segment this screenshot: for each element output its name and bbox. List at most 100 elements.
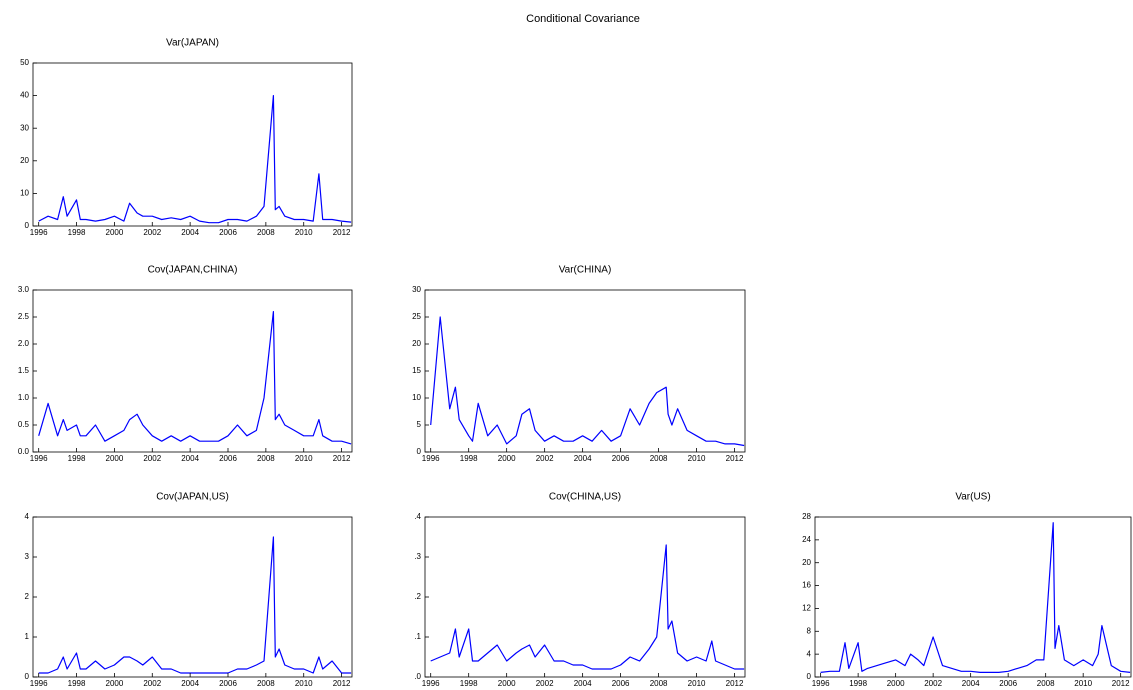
y-tick-label: 20: [802, 558, 811, 567]
x-tick-label: 1996: [422, 679, 440, 688]
x-tick-label: 2000: [498, 679, 516, 688]
x-tick-label: 2006: [219, 454, 237, 463]
panel-title: Var(JAPAN): [166, 38, 219, 49]
x-tick-label: 2000: [887, 679, 905, 688]
x-tick-label: 1998: [849, 679, 867, 688]
x-tick-label: 1998: [68, 679, 86, 688]
x-tick-label: 2010: [295, 454, 313, 463]
y-tick-label: 0.0: [18, 447, 30, 456]
x-tick-label: 1996: [30, 679, 48, 688]
series-line: [38, 311, 352, 445]
panel-title: Cov(JAPAN,CHINA): [148, 265, 238, 276]
y-tick-label: 40: [20, 91, 29, 100]
x-tick-label: 2010: [295, 679, 313, 688]
x-tick-label: 2002: [536, 679, 554, 688]
y-tick-label: 2.0: [18, 339, 30, 348]
series-line: [430, 316, 745, 447]
x-tick-label: 2008: [650, 679, 668, 688]
x-tick-label: 2000: [106, 679, 124, 688]
panel-title: Cov(JAPAN,US): [156, 492, 229, 503]
y-tick-label: 0.5: [18, 420, 30, 429]
x-tick-label: 1998: [68, 228, 86, 237]
x-tick-label: 1996: [30, 454, 48, 463]
y-tick-label: 2.5: [18, 312, 30, 321]
panel-title: Var(CHINA): [559, 265, 612, 276]
y-tick-label: 1.5: [18, 366, 30, 375]
x-tick-label: 2000: [106, 454, 124, 463]
y-tick-label: 0: [417, 447, 422, 456]
x-tick-label: 2010: [1074, 679, 1092, 688]
x-tick-label: 2006: [219, 228, 237, 237]
y-tick-label: 50: [20, 58, 29, 67]
y-tick-label: 10: [412, 393, 421, 402]
y-tick-label: 0: [807, 672, 812, 681]
x-tick-label: 2010: [295, 228, 313, 237]
x-tick-label: 2012: [726, 679, 744, 688]
x-tick-label: 2012: [333, 454, 351, 463]
panel-title: Cov(CHINA,US): [549, 492, 621, 503]
x-tick-label: 2004: [181, 228, 199, 237]
y-tick-label: 2: [25, 592, 30, 601]
series-line: [38, 95, 352, 224]
y-tick-label: 4: [25, 512, 30, 521]
x-tick-label: 2006: [612, 679, 630, 688]
x-tick-label: 2010: [688, 454, 706, 463]
y-tick-label: 8: [807, 626, 812, 635]
y-tick-label: 3.0: [18, 285, 30, 294]
y-tick-label: 1: [25, 632, 30, 641]
x-tick-label: 2012: [726, 454, 744, 463]
x-tick-label: 2004: [574, 454, 592, 463]
x-tick-label: 2008: [257, 679, 275, 688]
x-tick-label: 1996: [422, 454, 440, 463]
x-tick-label: 1996: [30, 228, 48, 237]
y-tick-label: 20: [412, 339, 421, 348]
x-tick-label: 2006: [219, 679, 237, 688]
plot-frame: [32, 289, 353, 453]
x-tick-label: 2000: [106, 228, 124, 237]
series-line: [820, 522, 1131, 673]
y-tick-label: 15: [412, 366, 421, 375]
x-tick-label: 2012: [333, 679, 351, 688]
x-tick-label: 2008: [257, 454, 275, 463]
x-tick-label: 1998: [68, 454, 86, 463]
y-tick-label: 25: [412, 312, 421, 321]
y-tick-label: .1: [414, 632, 421, 641]
y-tick-label: 20: [20, 156, 29, 165]
y-tick-label: 10: [20, 189, 29, 198]
y-tick-label: 12: [802, 604, 811, 613]
x-tick-label: 2012: [333, 228, 351, 237]
y-tick-label: .3: [414, 552, 421, 561]
y-tick-label: 0: [25, 672, 30, 681]
plot-frame: [32, 62, 353, 227]
y-tick-label: .4: [414, 512, 421, 521]
y-tick-label: 0: [25, 221, 30, 230]
series-line: [430, 544, 745, 670]
y-tick-label: 1.0: [18, 393, 30, 402]
x-tick-label: 2000: [498, 454, 516, 463]
plot-frame: [424, 516, 746, 678]
x-tick-label: 2006: [612, 454, 630, 463]
y-tick-label: .2: [414, 592, 421, 601]
x-tick-label: 2008: [1037, 679, 1055, 688]
y-tick-label: 28: [802, 512, 811, 521]
x-tick-label: 1996: [812, 679, 830, 688]
x-tick-label: 1998: [460, 454, 478, 463]
x-tick-label: 2002: [143, 454, 161, 463]
plot-frame: [814, 516, 1132, 678]
y-tick-label: 30: [412, 285, 421, 294]
x-tick-label: 2002: [924, 679, 942, 688]
x-tick-label: 2004: [574, 679, 592, 688]
x-tick-label: 2002: [143, 679, 161, 688]
figure-title: Conditional Covariance: [526, 13, 640, 25]
x-tick-label: 2010: [688, 679, 706, 688]
series-line: [38, 536, 352, 674]
y-tick-label: .0: [414, 672, 421, 681]
x-tick-label: 2004: [181, 679, 199, 688]
y-tick-label: 30: [20, 123, 29, 132]
x-tick-label: 2008: [650, 454, 668, 463]
x-tick-label: 1998: [460, 679, 478, 688]
x-tick-label: 2002: [536, 454, 554, 463]
x-tick-label: 2004: [181, 454, 199, 463]
y-tick-label: 4: [807, 649, 812, 658]
